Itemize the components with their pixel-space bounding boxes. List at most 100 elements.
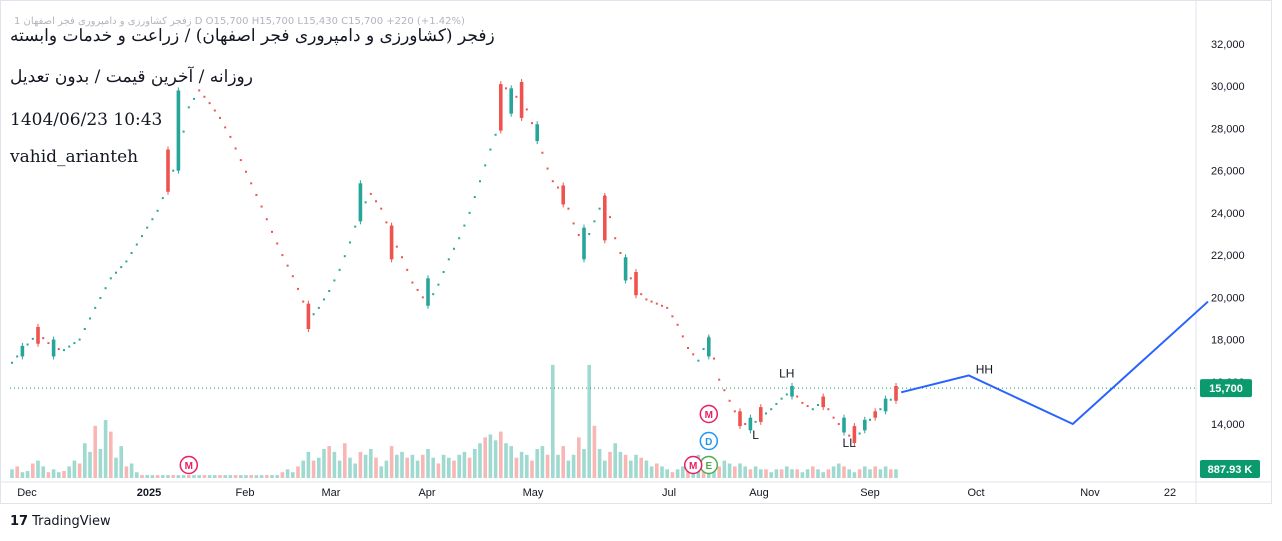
candle [83, 328, 86, 330]
candle [375, 200, 377, 203]
volume-bar [296, 466, 300, 478]
candle-body [634, 272, 638, 296]
volume-bar [332, 451, 337, 478]
volume-bar [285, 469, 290, 478]
candle [484, 164, 487, 167]
candle [775, 402, 778, 405]
candle [614, 237, 617, 240]
x-tick-label: Nov [1080, 487, 1100, 499]
candle [655, 302, 658, 305]
candle [453, 247, 455, 250]
volume-bar [426, 449, 430, 478]
volume-bar [779, 469, 784, 478]
candle [687, 347, 689, 349]
candle [380, 207, 383, 210]
volume-bar [816, 469, 820, 478]
candle [629, 277, 632, 280]
candle [234, 147, 237, 150]
candle [650, 300, 653, 303]
candle [728, 399, 731, 402]
candle [276, 242, 279, 245]
event-marker [683, 455, 703, 475]
volume-bar [129, 463, 134, 478]
volume-bar [478, 443, 482, 478]
volume-bar [280, 472, 285, 478]
candle-body [426, 278, 430, 306]
volume-bar [686, 469, 690, 478]
candle [89, 317, 91, 320]
volume-bar [457, 454, 461, 478]
candle [733, 410, 736, 413]
candle [645, 298, 648, 301]
volume-bar [764, 469, 768, 478]
volume-bar [353, 463, 357, 478]
volume-bar [431, 457, 435, 478]
candle-body [20, 345, 25, 357]
candle [811, 408, 814, 411]
candle [754, 420, 757, 423]
volume-bar [400, 451, 404, 478]
volume-bar [197, 475, 201, 478]
volume-bar [613, 443, 617, 478]
volume-bar [441, 454, 446, 478]
volume-bar [447, 457, 451, 478]
volume-bar [51, 469, 56, 478]
volume-bar [57, 472, 61, 478]
chart-frame [0, 0, 1272, 504]
candle [541, 151, 544, 154]
volume-bar [811, 466, 815, 478]
candle [676, 323, 679, 326]
volume-bar [436, 463, 441, 478]
x-tick-label: Apr [418, 487, 435, 499]
x-tick-label: Mar [322, 487, 341, 499]
candle [718, 378, 721, 381]
tradingview-brand[interactable]: 17 TradingView [10, 514, 111, 529]
y-tick-label: 32,000 [1211, 39, 1245, 51]
volume-bar [878, 469, 883, 478]
candle-body [389, 225, 394, 260]
candle-body [790, 386, 794, 397]
candle [219, 116, 221, 119]
candle [31, 337, 34, 340]
volume-bar [530, 460, 534, 478]
volume-bar [10, 469, 14, 478]
candle [16, 355, 19, 358]
volume-bar [31, 463, 35, 478]
volume-bar [405, 457, 409, 478]
pattern-label: LH [779, 367, 794, 381]
volume-bar [644, 460, 649, 478]
volume-bar [582, 449, 586, 478]
volume-bar [462, 451, 467, 478]
event-marker-label: E [705, 461, 712, 472]
volume-bar [473, 449, 477, 478]
candle [848, 434, 851, 437]
volume-bar [421, 454, 425, 478]
candle [63, 349, 65, 352]
candle [120, 266, 123, 269]
volume-bar [488, 434, 493, 478]
volume-bar [187, 475, 191, 478]
volume-badge [1200, 460, 1260, 478]
volume-bar [852, 472, 857, 478]
x-tick-label: Jul [662, 487, 676, 499]
x-tick-label: May [523, 487, 544, 499]
volume-bar [363, 454, 368, 478]
y-tick-label: 30,000 [1211, 81, 1245, 93]
chart-author: vahid_arianteh [10, 147, 139, 167]
volume-bar [67, 466, 71, 478]
candle [302, 300, 305, 303]
event-marker-label: M [705, 410, 713, 421]
candle [619, 252, 622, 254]
candle [161, 197, 164, 200]
candle [588, 233, 591, 235]
volume-bar [379, 466, 383, 478]
candle [889, 398, 892, 401]
candle [416, 288, 419, 291]
candle [187, 106, 190, 109]
volume-bar [109, 431, 113, 478]
volume-bar [831, 466, 836, 478]
volume-bar [649, 466, 654, 478]
candle [323, 298, 325, 301]
volume-bar [176, 475, 181, 478]
